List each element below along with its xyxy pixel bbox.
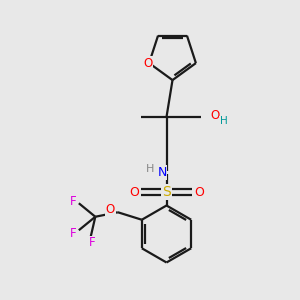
Text: H: H	[146, 164, 154, 175]
Text: O: O	[143, 57, 152, 70]
Text: O: O	[106, 203, 115, 216]
Text: F: F	[89, 236, 96, 249]
Text: O: O	[194, 185, 204, 199]
Text: H: H	[220, 116, 227, 127]
Text: F: F	[70, 227, 76, 240]
Text: N: N	[157, 166, 167, 179]
Text: O: O	[129, 185, 139, 199]
Text: O: O	[210, 109, 219, 122]
Text: F: F	[70, 195, 76, 208]
Text: S: S	[162, 185, 171, 199]
